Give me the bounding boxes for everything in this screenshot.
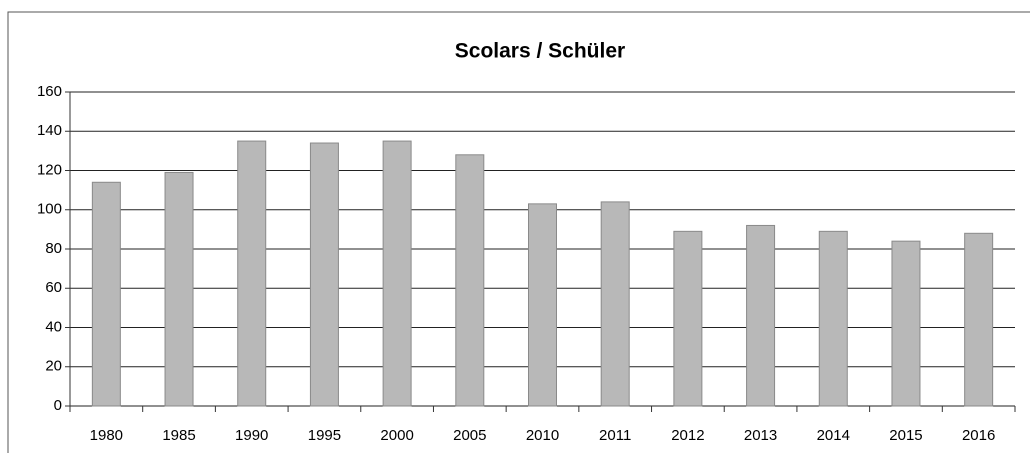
bar	[673, 230, 703, 407]
chart-frame	[7, 11, 1030, 453]
x-tick-label: 2011	[599, 427, 631, 444]
bar	[528, 203, 557, 407]
x-tick-label: 2000	[380, 427, 413, 444]
bar	[455, 154, 485, 407]
y-tick-label: 140	[37, 122, 62, 139]
bar	[164, 171, 194, 407]
bar	[818, 230, 848, 407]
bar	[746, 224, 776, 407]
bar	[600, 201, 630, 407]
x-tick-label: 2015	[889, 427, 922, 444]
bar	[237, 140, 267, 407]
x-tick-label: 2013	[744, 427, 777, 444]
x-tick-label: 2010	[526, 427, 559, 444]
x-tick-label: 1980	[90, 427, 123, 444]
x-tick-label: 2005	[453, 427, 486, 444]
chart-title: Scolars / Schüler	[455, 40, 625, 63]
y-tick-label: 80	[45, 240, 62, 257]
y-tick-label: 0	[54, 397, 62, 414]
x-tick-label: 1985	[162, 427, 195, 444]
y-tick-label: 120	[37, 161, 62, 178]
bar	[382, 140, 412, 407]
x-tick-label: 2016	[962, 427, 995, 444]
bar	[964, 232, 994, 407]
x-tick-label: 2014	[817, 427, 850, 444]
y-tick-label: 40	[45, 318, 62, 335]
y-tick-label: 160	[37, 83, 62, 100]
x-tick-label: 2012	[671, 427, 704, 444]
bar	[309, 142, 339, 407]
x-tick-label: 1995	[308, 427, 341, 444]
y-tick-label: 100	[37, 201, 62, 218]
y-tick-label: 20	[45, 358, 62, 375]
bar	[891, 240, 921, 407]
bar	[91, 181, 121, 407]
y-tick-label: 60	[45, 279, 62, 296]
x-tick-label: 1990	[235, 427, 268, 444]
